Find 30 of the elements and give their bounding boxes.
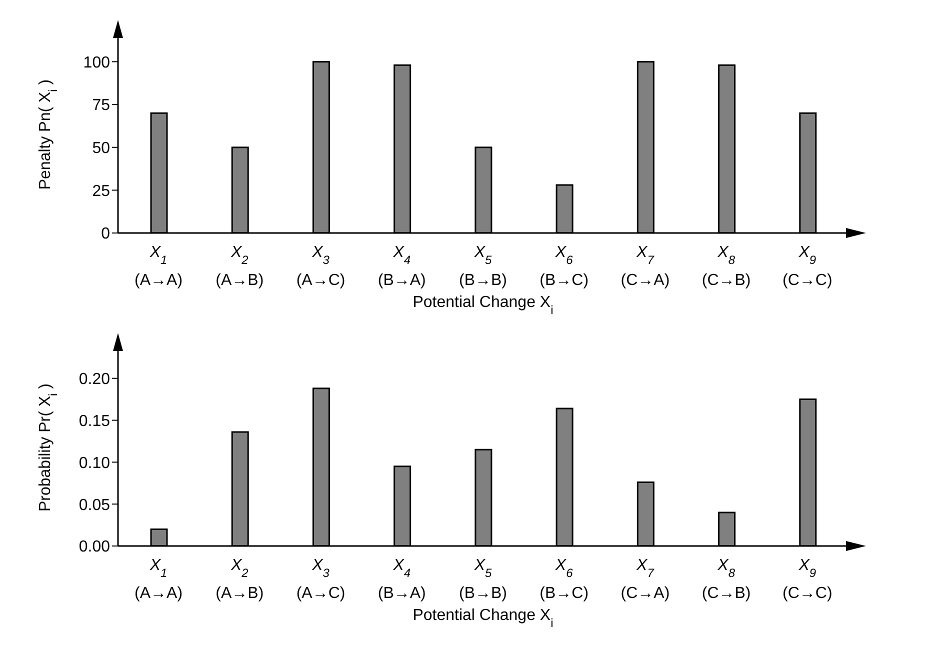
- x-tick-label: X$_{1}$ (A→A): [134, 557, 183, 602]
- y-tick-label: 50: [92, 140, 110, 158]
- x-tick-label: X$_{5}$ (B→B): [459, 557, 507, 602]
- x-tick-label: X$_{3}$ (A→C): [296, 244, 346, 289]
- x-tick-label: X$_{9}$ (C→C): [782, 557, 832, 602]
- y-tick-label: 0.10: [78, 454, 110, 472]
- x-tick-label: X$_{4}$ (B→A): [378, 244, 426, 289]
- y-tick-label: 0.00: [78, 538, 110, 556]
- x-tick-label: X$_{6}$ (B→C): [540, 557, 589, 602]
- x-tick-label: X$_{8}$ (C→B): [702, 557, 751, 602]
- x-tick-label: X$_{6}$ (B→C): [540, 244, 589, 289]
- x-axis-title: Potential Change X$_{i}$: [412, 607, 554, 630]
- x-tick-label: X$_{2}$ (A→B): [216, 244, 264, 289]
- x-tick-label: X$_{2}$ (A→B): [216, 557, 264, 602]
- y-tick-label: 75: [92, 97, 110, 114]
- y-tick-label: 100: [83, 54, 110, 72]
- y-tick-label: 25: [92, 182, 110, 200]
- y-tick-label: 0.15: [78, 412, 110, 430]
- x-tick-label: X$_{8}$ (C→B): [702, 244, 751, 289]
- x-axis-title: Potential Change X$_{i}$: [412, 294, 554, 317]
- x-tick-label: X$_{5}$ (B→B): [459, 244, 507, 289]
- y-tick-label: 0.20: [78, 371, 110, 388]
- x-tick-label: X$_{7}$ (C→A): [620, 244, 670, 289]
- x-tick-label: X$_{1}$ (A→A): [134, 244, 183, 289]
- x-tick-label: X$_{4}$ (B→A): [378, 557, 426, 602]
- y-tick-label: 0.05: [78, 496, 110, 514]
- y-tick-label: 0: [101, 226, 110, 243]
- x-tick-label: X$_{3}$ (A→C): [296, 557, 346, 602]
- x-tick-label: X$_{7}$ (C→A): [620, 557, 670, 602]
- x-tick-label: X$_{9}$ (C→C): [782, 244, 832, 289]
